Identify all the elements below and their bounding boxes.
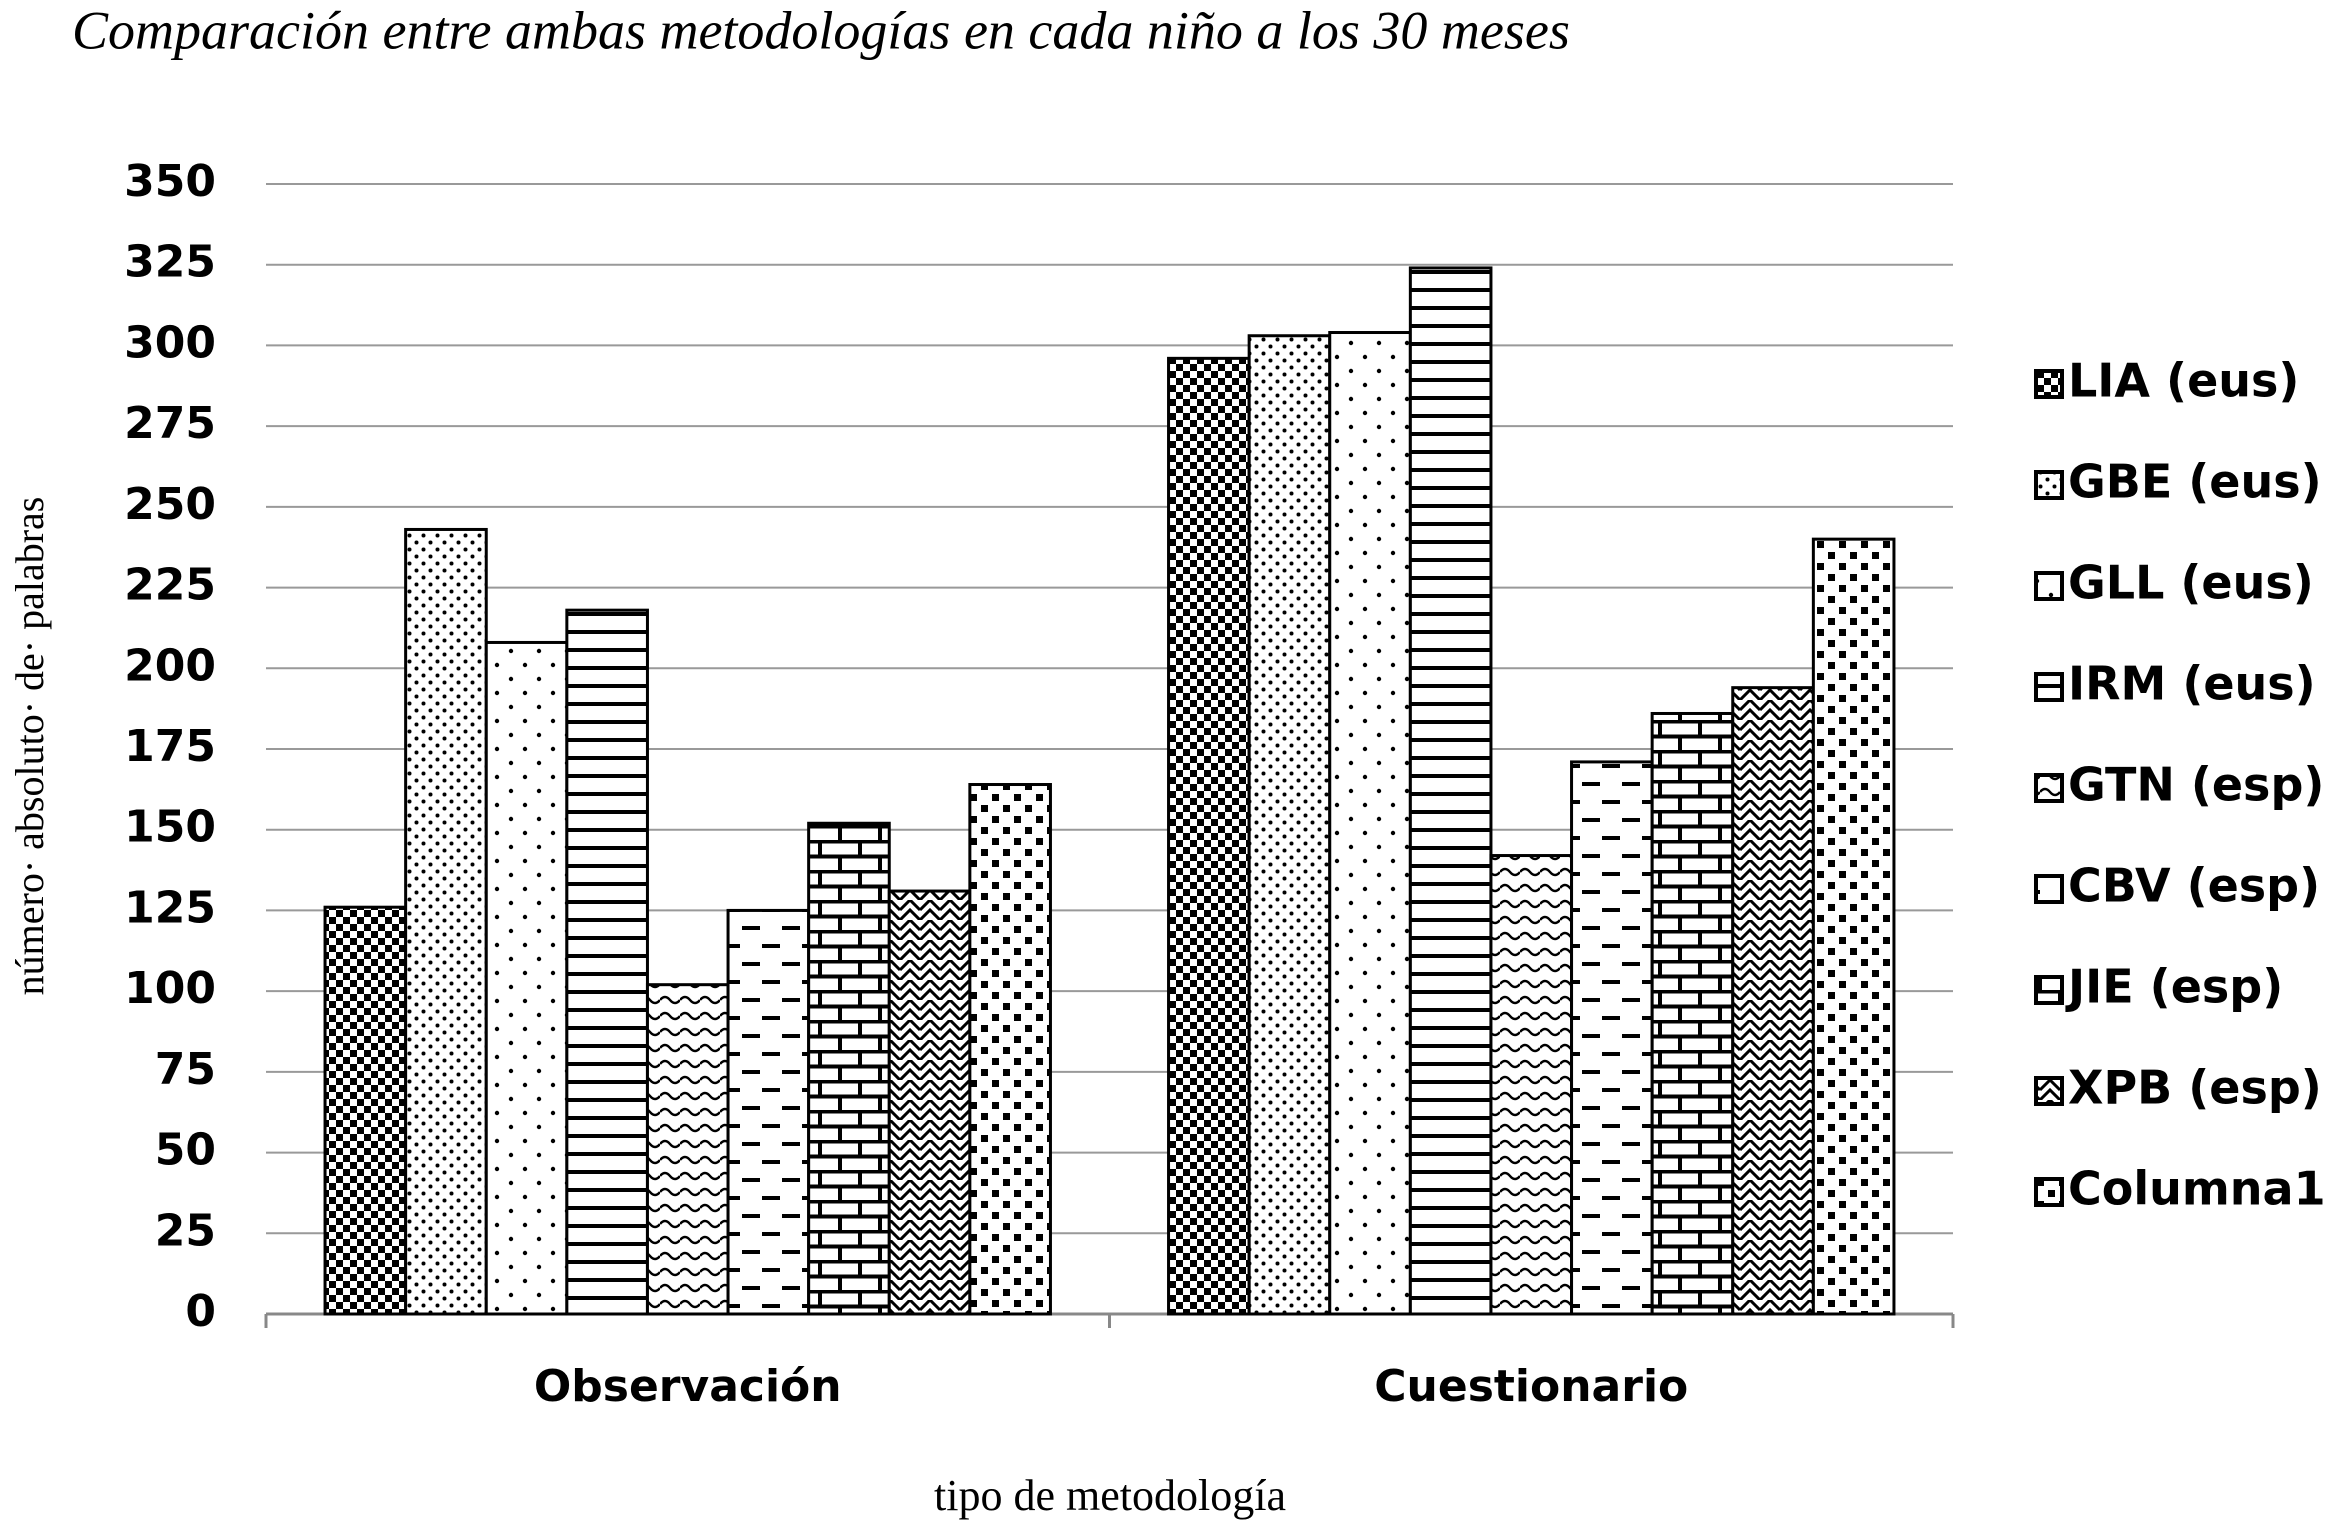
y-tick-label: 0 — [185, 1286, 216, 1337]
legend-label: GBE (eus) — [2068, 455, 2322, 509]
legend-swatch — [2034, 1076, 2064, 1106]
y-tick-label: 25 — [155, 1205, 216, 1256]
legend-label: Columna1 — [2068, 1162, 2326, 1216]
legend-label: XPB (esp) — [2068, 1061, 2322, 1115]
bar — [887, 889, 972, 1316]
legend-label: JIE (esp) — [2065, 960, 2283, 1014]
y-tick-label: 175 — [124, 721, 216, 772]
legend-label: GTN (esp) — [2068, 758, 2324, 812]
y-tick-label: 200 — [124, 640, 216, 691]
bar — [565, 608, 649, 1316]
bar — [404, 527, 488, 1316]
y-tick-label: 150 — [124, 802, 216, 853]
y-tick-label: 50 — [155, 1125, 216, 1176]
chart-title: Comparación entre ambas metodologías en … — [72, 0, 1570, 60]
y-tick-label: 300 — [124, 317, 216, 368]
bar — [1408, 266, 1493, 1316]
legend-swatch — [2034, 874, 2064, 904]
y-tick-label: 225 — [124, 560, 216, 611]
bar — [1328, 331, 1412, 1316]
y-tick-label: 275 — [124, 398, 216, 449]
x-tick-label: Observación — [534, 1361, 842, 1412]
x-tick-label: Cuestionario — [1374, 1361, 1688, 1412]
legend-label: LIA (eus) — [2068, 354, 2299, 408]
y-tick-label: 125 — [124, 882, 216, 933]
bar — [645, 983, 730, 1316]
legend-swatch — [2034, 773, 2064, 803]
legend-swatch — [2034, 1177, 2064, 1207]
legend-swatch — [2034, 470, 2064, 500]
bar — [968, 783, 1052, 1316]
y-tick-label: 350 — [124, 156, 216, 207]
legend-swatch — [2034, 571, 2064, 601]
bar — [1167, 356, 1251, 1316]
bar — [1247, 334, 1332, 1316]
legend-label: IRM (eus) — [2068, 657, 2316, 711]
bar — [1811, 537, 1896, 1316]
legend-swatch — [2034, 975, 2064, 1005]
bar — [323, 905, 408, 1316]
bar — [726, 908, 811, 1316]
legend-swatch — [2034, 369, 2064, 399]
bar — [1570, 760, 1654, 1316]
legend-label: CBV (esp) — [2068, 859, 2320, 913]
bar — [1731, 686, 1815, 1316]
y-tick-label: 100 — [124, 963, 216, 1014]
x-axis-title: tipo de metodología — [934, 1471, 1286, 1520]
bar — [1489, 854, 1574, 1316]
y-tick-label: 325 — [124, 237, 216, 288]
y-tick-label: 75 — [155, 1044, 216, 1095]
bar — [1650, 711, 1735, 1316]
legend-swatch — [2034, 672, 2064, 702]
legend-label: GLL (eus) — [2068, 556, 2314, 610]
y-axis-title: número· absoluto· de· palabras — [7, 497, 52, 996]
y-tick-label: 250 — [124, 479, 216, 530]
bar — [484, 640, 569, 1316]
bar — [807, 821, 891, 1316]
